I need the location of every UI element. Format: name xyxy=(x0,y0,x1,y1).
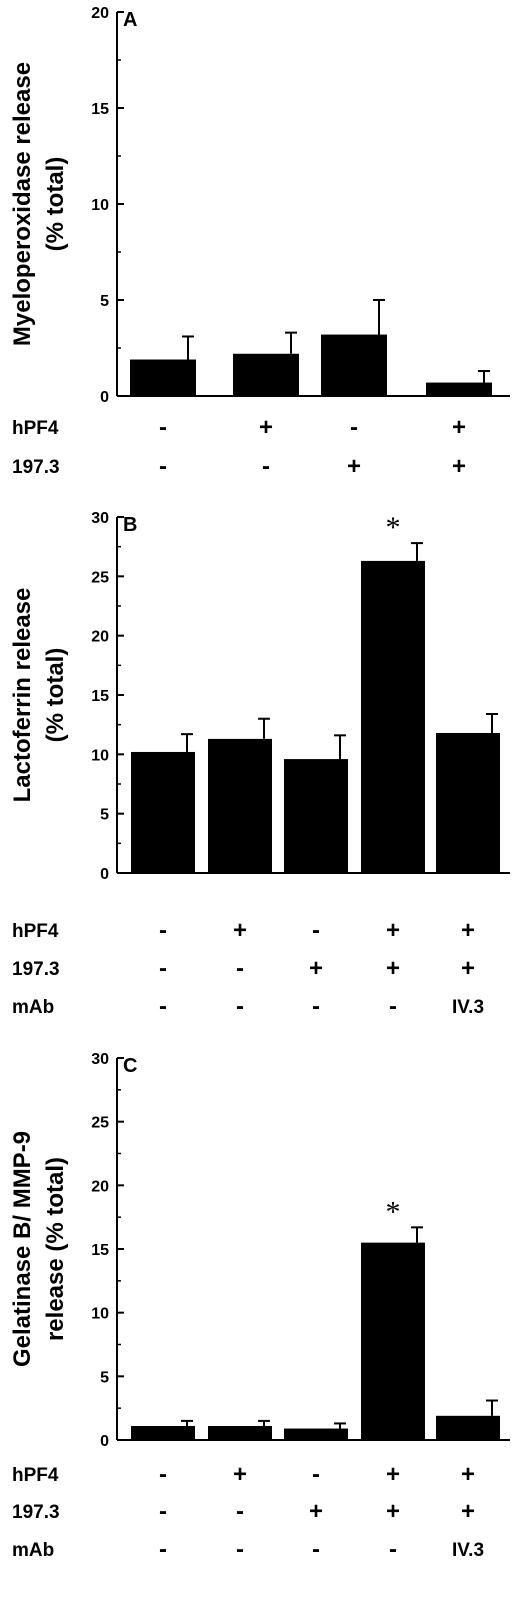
significance-marker: * xyxy=(386,1195,401,1228)
significance-marker: * xyxy=(386,511,401,544)
treatment-cell: - xyxy=(312,993,320,1020)
y-tick-label: 5 xyxy=(100,1369,109,1386)
bar xyxy=(208,1425,272,1440)
treatment-cell: + xyxy=(309,1498,323,1525)
treatment-cell: - xyxy=(236,1536,244,1563)
y-tick-label: 25 xyxy=(91,569,109,586)
treatment-cell: - xyxy=(389,993,397,1020)
treatment-cell: - xyxy=(159,1536,167,1563)
row-label: hPF4 xyxy=(12,921,59,942)
bar xyxy=(426,382,492,396)
panel-label: A xyxy=(123,9,137,31)
row-label: hPF4 xyxy=(12,418,59,439)
bar xyxy=(361,1242,425,1440)
bar xyxy=(208,738,272,873)
panel-label: B xyxy=(123,514,137,536)
treatment-cell: - xyxy=(262,453,270,480)
treatment-cell: + xyxy=(233,917,247,944)
treatment-cell: + xyxy=(461,917,475,944)
y-tick-label: 30 xyxy=(91,510,109,527)
y-tick-label: 10 xyxy=(91,197,109,214)
y-tick-label: 15 xyxy=(91,1242,109,1259)
y-tick-label: 25 xyxy=(91,1115,109,1132)
treatment-cell: + xyxy=(461,955,475,982)
y-tick-label: 20 xyxy=(91,1178,109,1195)
bar xyxy=(131,751,195,873)
y-tick-label: 5 xyxy=(100,293,109,310)
y-tick-label: 20 xyxy=(91,5,109,22)
treatment-cell: - xyxy=(312,917,320,944)
y-axis-title: Lactoferrin release xyxy=(9,588,36,803)
bar xyxy=(233,353,299,396)
y-axis-title: release (% total) xyxy=(42,1157,69,1341)
treatment-cell: - xyxy=(159,917,167,944)
treatment-cell: + xyxy=(347,453,361,480)
y-tick-label: 15 xyxy=(91,101,109,118)
panel-a: 0 5 10 15 20 A Myeloperoxidase release (% total… xyxy=(9,5,510,480)
bar xyxy=(131,1425,195,1440)
treatment-cell: + xyxy=(452,414,466,441)
y-axis-title: Gelatinase B/ MMP-9 xyxy=(9,1131,36,1367)
treatment-cell: - xyxy=(350,414,358,441)
treatment-cell: + xyxy=(386,1498,400,1525)
row-label: 197.3 xyxy=(12,457,60,478)
treatment-cell: - xyxy=(159,414,167,441)
treatment-cell: - xyxy=(236,1498,244,1525)
row-label: 197.3 xyxy=(12,1502,60,1523)
y-tick-label: 30 xyxy=(91,1051,109,1068)
treatment-cell: - xyxy=(312,1461,320,1488)
treatment-cell: + xyxy=(233,1461,247,1488)
row-label: hPF4 xyxy=(12,1465,59,1486)
row-label: mAb xyxy=(12,1540,54,1561)
treatment-cell: - xyxy=(236,993,244,1020)
y-tick-label: 20 xyxy=(91,629,109,646)
panel-b: 0 5 10 15 20 25 30 B Lactoferrin release (% total… xyxy=(9,510,510,1020)
treatment-cell: - xyxy=(159,453,167,480)
row-label: mAb xyxy=(12,997,54,1018)
y-tick-label: 10 xyxy=(91,1306,109,1323)
y-tick-label: 5 xyxy=(100,807,109,824)
bar xyxy=(321,334,387,396)
treatment-cell: + xyxy=(461,1498,475,1525)
treatment-cell: - xyxy=(159,993,167,1020)
treatment-cell: - xyxy=(159,1498,167,1525)
y-tick-label: 10 xyxy=(91,747,109,764)
bar xyxy=(361,560,425,873)
panel-c: 0 5 10 15 20 25 30 C Gelatinase B/ MMP-9 release … xyxy=(9,1051,510,1563)
treatment-cell: + xyxy=(386,1461,400,1488)
y-tick-label: 0 xyxy=(100,389,109,406)
treatment-cell: + xyxy=(259,414,273,441)
y-tick-label: 0 xyxy=(100,866,109,883)
y-axis-title: Myeloperoxidase release xyxy=(9,62,36,346)
treatment-cell: + xyxy=(452,453,466,480)
bar xyxy=(436,732,500,873)
row-label: 197.3 xyxy=(12,959,60,980)
bar xyxy=(284,759,348,873)
treatment-cell: - xyxy=(312,1536,320,1563)
y-tick-label: 0 xyxy=(100,1433,109,1450)
bar xyxy=(130,359,196,396)
bar xyxy=(436,1415,500,1440)
treatment-cell: IV.3 xyxy=(452,1540,484,1561)
treatment-cell: + xyxy=(386,955,400,982)
treatment-cell: - xyxy=(389,1536,397,1563)
treatment-cell: + xyxy=(461,1461,475,1488)
treatment-cell: + xyxy=(386,917,400,944)
treatment-cell: + xyxy=(309,955,323,982)
y-tick-label: 15 xyxy=(91,688,109,705)
panel-label: C xyxy=(123,1055,137,1077)
treatment-cell: - xyxy=(236,955,244,982)
treatment-cell: - xyxy=(159,1461,167,1488)
y-axis-title: (% total) xyxy=(42,157,69,252)
y-axis-title: (% total) xyxy=(42,648,69,743)
treatment-cell: IV.3 xyxy=(452,997,484,1018)
treatment-cell: - xyxy=(159,955,167,982)
bar xyxy=(284,1428,348,1440)
